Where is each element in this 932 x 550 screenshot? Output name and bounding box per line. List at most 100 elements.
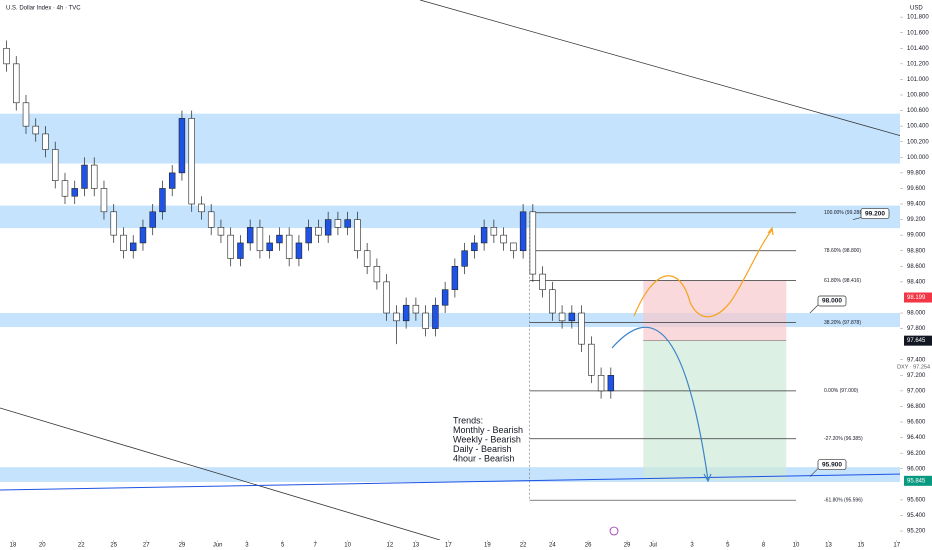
y-tick-label: 101.400 (907, 46, 929, 52)
candle-body (363, 250, 371, 267)
trend-line (419, 0, 906, 138)
y-tick-label: 98.400 (907, 279, 926, 285)
trend-note: Daily - Bearish (453, 444, 512, 454)
y-tick-label: 100.400 (907, 124, 929, 130)
candle-body (61, 180, 69, 197)
candle-body (110, 211, 117, 236)
candle-body (100, 188, 108, 213)
callout-label: 95.900 (822, 461, 842, 468)
price-label-box (904, 475, 932, 486)
y-tick-label: 97.400 (907, 357, 926, 363)
x-tick-label: 5 (726, 543, 730, 549)
candle-body (52, 149, 59, 181)
x-tick-label: 3 (245, 543, 249, 549)
candle-body (129, 242, 137, 252)
trend-line (0, 473, 906, 491)
price-label: 95.845 (907, 478, 926, 484)
x-tick-label: 22 (78, 543, 85, 549)
candle-body (32, 125, 39, 135)
x-tick-label: 20 (39, 543, 46, 549)
candle-body (549, 289, 556, 314)
candle-body (315, 227, 322, 236)
y-tick-label: 100.000 (907, 155, 929, 161)
candle-body (285, 234, 293, 259)
candle-body (159, 188, 166, 213)
y-tick-label: 97.200 (907, 373, 926, 379)
arrow-head (703, 473, 712, 483)
candle-body (432, 304, 439, 329)
y-tick-label: 100.600 (907, 108, 929, 114)
symbol-label: DXY · 97.254 (897, 365, 930, 371)
x-tick-label: 10 (344, 543, 351, 549)
candle-body (441, 289, 449, 306)
candle-body (188, 118, 195, 205)
x-tick-label: 10 (793, 543, 800, 549)
callout-pointer (809, 468, 819, 477)
candle-body (539, 273, 546, 290)
y-tick-label: 96.600 (907, 420, 926, 426)
candle-body (81, 164, 88, 189)
x-tick-label: 15 (858, 543, 865, 549)
candle-body (344, 219, 351, 228)
candle-body (334, 219, 342, 228)
y-tick-label: 101.800 (907, 15, 929, 21)
y-tick-label: 95.400 (907, 513, 926, 519)
fib-label: 61.80% (98.416) (824, 278, 861, 284)
candle-body (266, 242, 273, 252)
y-tick-label: 97.000 (907, 388, 926, 394)
callout-label: 99.200 (865, 210, 885, 217)
x-tick-label: 8 (762, 543, 766, 549)
y-tick-label: 99.600 (907, 186, 926, 192)
y-tick-label: 96.200 (907, 451, 926, 457)
chart-title: U.S. Dollar Index · 4h · TVC (6, 6, 81, 12)
candle-body (90, 164, 98, 189)
y-tick-label: 100.800 (907, 93, 929, 99)
fib-label: 78.60% (98.800) (824, 248, 861, 254)
candle-body (480, 227, 488, 244)
fib-label: 38.20% (97.878) (824, 320, 861, 326)
x-tick-label: 19 (484, 543, 491, 549)
y-tick-label: 100.200 (907, 139, 929, 145)
candle-body (393, 312, 400, 322)
x-tick-label: 3 (690, 543, 694, 549)
fib-label: 100.00% (99.288) (824, 210, 864, 216)
x-tick-label: 29 (179, 543, 186, 549)
y-tick-label: 96.800 (907, 404, 926, 410)
y-tick-label: 98.600 (907, 264, 926, 270)
trend-note: Weekly - Bearish (453, 434, 521, 444)
candle-body (237, 242, 244, 259)
candle-body (207, 211, 215, 228)
projection-path (611, 326, 709, 481)
candle-body (461, 250, 468, 267)
time-axis (0, 540, 932, 550)
x-tick-label: Jul (649, 543, 657, 549)
y-tick-label: 95.200 (907, 529, 926, 535)
x-tick-label: Jun (213, 543, 223, 549)
callout-pointer (852, 217, 862, 220)
candle-body (607, 375, 615, 392)
y-tick-label: 95.600 (907, 497, 926, 503)
sr-zone (0, 205, 905, 229)
candle-body (383, 281, 390, 314)
candle-body (490, 227, 498, 236)
trend-note: Monthly - Bearish (453, 425, 523, 435)
y-tick-label: 99.800 (907, 170, 926, 176)
trend-note: 4hour - Bearish (453, 453, 515, 463)
candle-body (42, 133, 49, 150)
callout-box (860, 208, 890, 219)
x-tick-label: 27 (143, 543, 150, 549)
x-tick-label: 25 (110, 543, 117, 549)
x-tick-label: 29 (624, 543, 631, 549)
candle-body (412, 304, 420, 314)
price-axis (900, 0, 932, 550)
candle-body (149, 211, 156, 228)
y-tick-label: 98.800 (907, 248, 926, 254)
y-tick-label: 98.000 (907, 311, 926, 317)
fib-label: -27.20% (96.385) (824, 436, 863, 442)
event-icon[interactable] (609, 526, 619, 536)
callout-pointer (809, 304, 819, 314)
fib-label: -61.80% (95.596) (824, 498, 863, 504)
price-label: 98.199 (907, 295, 926, 301)
x-tick-label: 12 (387, 543, 394, 549)
